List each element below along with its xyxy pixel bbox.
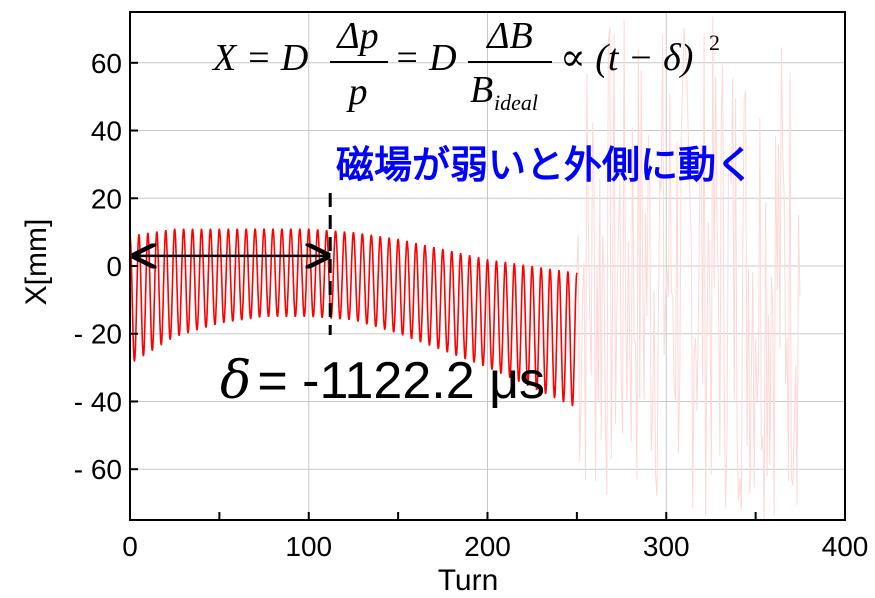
x-tick-label: 0 (122, 531, 138, 562)
y-tick-label: - 20 (74, 319, 122, 350)
series-layer (129, 228, 578, 407)
x-tick-label: 200 (464, 531, 511, 562)
tick-marks (129, 61, 846, 520)
y-tick-label: - 60 (74, 454, 122, 485)
y-tick-label: 20 (91, 183, 122, 214)
x-tick-label: 400 (822, 531, 869, 562)
x-tick-labels: 0 100 200 300 400 (122, 531, 868, 562)
formula-frac2-den-sub: ideal (494, 90, 538, 115)
formula-lhs: X = D (211, 37, 308, 79)
y-tick-label: 0 (106, 251, 122, 282)
field-note: 磁場が弱いと外側に動く (336, 143, 754, 187)
faded-series-line (576, 16, 801, 520)
y-tick-label: 60 (91, 48, 122, 79)
formula-annotation: X = D Δp p = D ΔB B ideal ∝ (t − δ) 2 (211, 15, 720, 115)
formula-rhs: ∝ (t − δ) (560, 37, 693, 79)
x-axis-title: Turn (438, 564, 499, 597)
formula-frac1-den: p (346, 71, 368, 113)
formula-frac1-num: Δp (335, 15, 378, 57)
formula-eq2: = D (394, 37, 457, 79)
faded-trace (576, 16, 801, 520)
formula-exponent: 2 (709, 30, 720, 55)
x-tick-label: 300 (643, 531, 690, 562)
delta-value: = -1122.2 μs (257, 352, 545, 410)
series-line (129, 228, 578, 407)
delta-symbol: δ (220, 351, 251, 411)
y-axis-title: X[mm] (20, 219, 53, 306)
y-tick-labels: 60 40 20 0 - 20 - 40 - 60 (74, 48, 122, 485)
x-tick-label: 100 (285, 531, 332, 562)
formula-frac2-num: ΔB (485, 15, 533, 57)
delta-value-label: δ = -1122.2 μs (220, 351, 545, 411)
formula-frac2-den: B (470, 69, 493, 111)
y-tick-label: 40 (91, 116, 122, 147)
y-tick-label: - 40 (74, 386, 122, 417)
